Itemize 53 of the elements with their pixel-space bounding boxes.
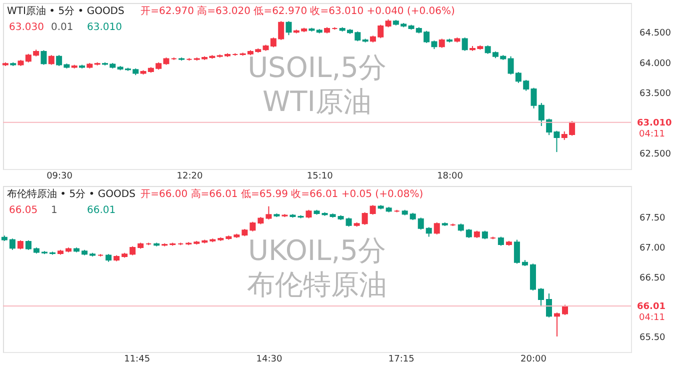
annotation: 66.01 (87, 205, 116, 216)
candlestick (562, 304, 568, 316)
y-tick-label: 63.500 (640, 89, 672, 100)
text: 04:11 (639, 129, 665, 140)
x-tick-label: 14:30 (256, 354, 282, 364)
x-tick-label: 17:15 (388, 354, 414, 364)
y-tick-label: 67.00 (640, 243, 666, 254)
ref-line-label: 63.010 (637, 118, 672, 128)
annotation: 1 (51, 205, 58, 216)
chart-subtitle: 开=62.970 高=63.020 低=62.970 收=63.010 +0.040 (+0.06%) (140, 5, 456, 17)
x-tick-label: 09:30 (46, 172, 73, 182)
candlestick (438, 38, 445, 48)
y-tick-label: 67.50 (640, 214, 666, 224)
x-tick-label: 20:00 (520, 354, 547, 364)
chart-subtitle: 开=66.00 高=66.01 低=65.99 收=66.01 +0.05 (+0.08%) (140, 188, 424, 200)
annotation: 0.01 (51, 22, 74, 33)
y-tick-label: 62.500 (640, 150, 672, 160)
candlestick (546, 292, 552, 318)
x-tick-label: 18:00 (437, 172, 464, 182)
candlestick (362, 212, 368, 226)
candlestick (250, 221, 256, 232)
annotation: 63.010 (87, 22, 122, 33)
y-tick-label: 65.50 (640, 332, 666, 343)
candlestick (40, 50, 47, 66)
ref-line-label: 66.01 (637, 302, 666, 312)
x-tick-label: 12:20 (176, 172, 203, 182)
candlestick (426, 226, 432, 238)
y-tick-label: 66.50 (640, 273, 666, 284)
annotation: WTI原油 (262, 85, 372, 118)
annotation: 66.05 (9, 205, 38, 216)
candlestick (538, 288, 544, 308)
candlestick (9, 238, 16, 250)
y-tick-label: 64.000 (640, 58, 672, 69)
candlestick (48, 54, 54, 66)
x-tick-label: 11:45 (124, 354, 150, 364)
annotation: 63.030 (9, 22, 44, 33)
candlestick (418, 217, 424, 230)
annotation: 布伦特原油 (247, 268, 387, 301)
x-tick-label: 15:10 (306, 172, 334, 182)
text: 04:11 (639, 313, 665, 324)
candlestick (25, 240, 32, 250)
chart-title: WTI原油 • 5分 • GOODS (7, 5, 124, 17)
candlestick (434, 222, 440, 235)
candlestick (370, 204, 376, 216)
annotation: USOIL,5分 (248, 51, 386, 84)
candlestick (554, 312, 560, 337)
candlestick (266, 206, 272, 220)
candlestick (462, 37, 468, 52)
annotation: UKOIL,5分 (248, 234, 386, 267)
y-tick-label: 64.500 (640, 28, 672, 39)
candlestick (514, 239, 520, 264)
candlestick (286, 20, 292, 36)
chart-title: 布伦特原油 • 5分 • GOODS (7, 188, 136, 200)
